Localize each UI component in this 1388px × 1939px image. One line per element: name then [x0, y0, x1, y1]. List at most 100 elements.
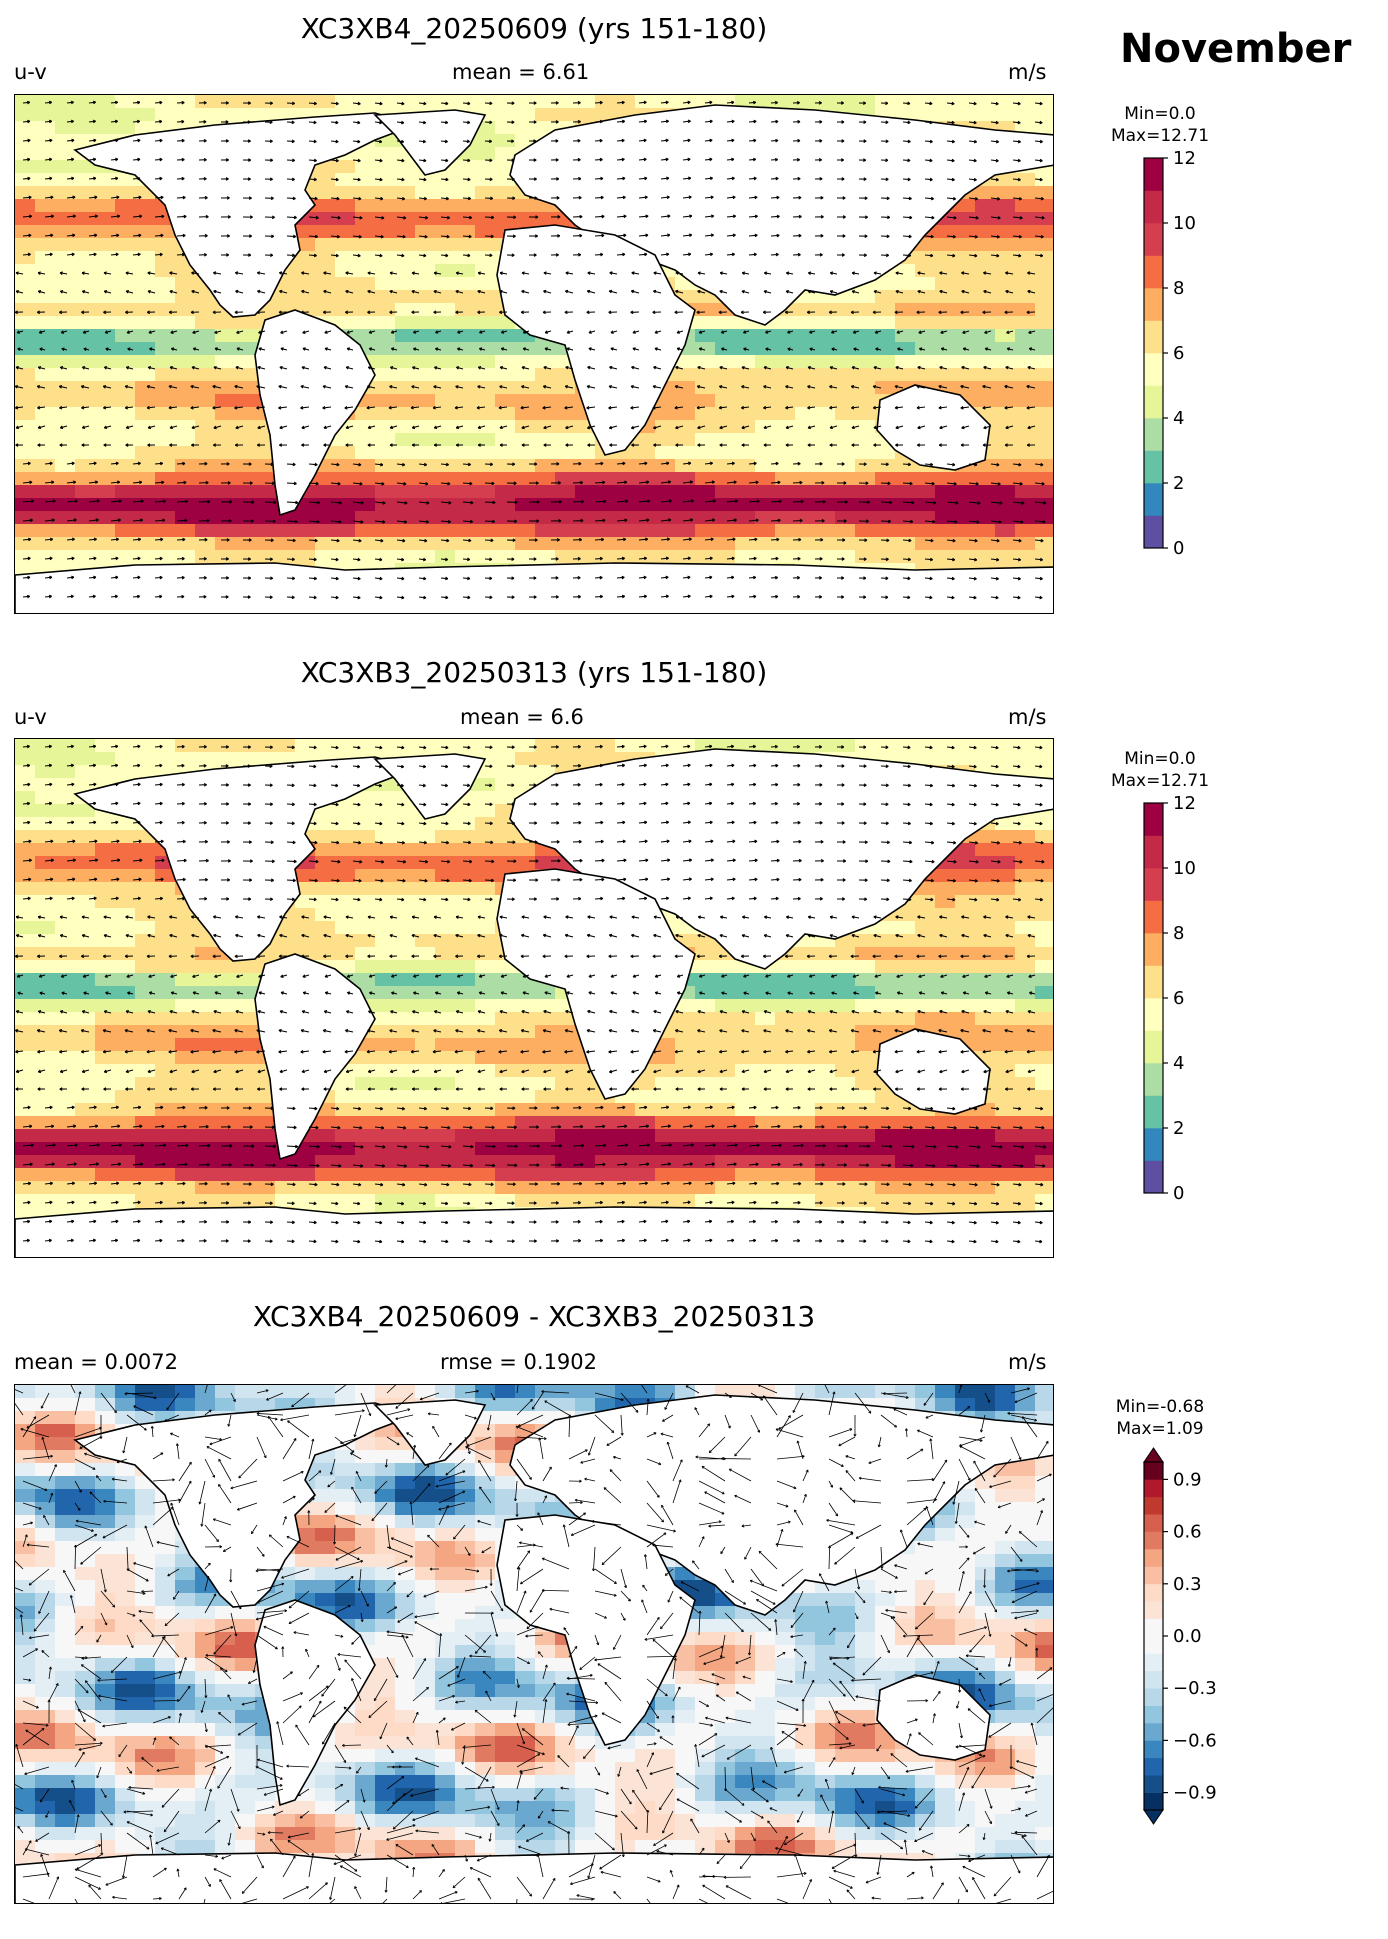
month-title: November	[1120, 26, 1352, 72]
colorbar-segment	[1144, 1775, 1163, 1793]
colorbar-segment	[1144, 1618, 1163, 1637]
colorbar-segment	[1144, 1462, 1163, 1480]
panel-1-left-label: u-v	[14, 60, 47, 84]
colorbar-segment	[1144, 1740, 1163, 1759]
coast-greenland	[373, 1399, 487, 1466]
colorbar-tick-label: 2	[1173, 473, 1184, 494]
colorbar-segment	[1144, 835, 1163, 869]
colorbar-tick-label: 0	[1173, 538, 1184, 559]
panel-1-mean-label: mean = 6.61	[452, 60, 590, 84]
colorbar-segment	[1144, 320, 1163, 354]
colorbar-tick-label: 2	[1173, 1118, 1184, 1139]
coast-north-america	[73, 1402, 418, 1608]
panel-3-max-label: Max=1.09	[1116, 1419, 1204, 1439]
colorbar-tick-label: 0.6	[1173, 1522, 1202, 1543]
colorbar-segment	[1144, 255, 1163, 289]
colorbar-segment	[1144, 1636, 1163, 1654]
panel-1-colorbar: 0 2 4 6 8 10 12	[1143, 150, 1196, 559]
colorbar-tick-label: −0.9	[1173, 1783, 1217, 1804]
colorbar-segment	[1144, 1095, 1163, 1129]
colorbar-min-arrow	[1143, 1809, 1164, 1825]
panel-3-mean-label: mean = 0.0072	[14, 1350, 178, 1374]
colorbar-segment	[1144, 933, 1163, 966]
colorbar-segment	[1144, 1496, 1163, 1515]
colorbar-segment	[1144, 1030, 1163, 1064]
colorbar-segment	[1144, 1583, 1163, 1602]
colorbar-tick-label: 8	[1173, 923, 1184, 944]
colorbar-tick-label: 0.3	[1173, 1574, 1202, 1595]
colorbar-segment	[1144, 1688, 1163, 1706]
land-masses	[15, 1394, 1053, 1903]
panel-2-left-label: u-v	[14, 705, 47, 729]
coast-south-america	[254, 1599, 376, 1807]
colorbar-tick-label: −0.6	[1173, 1730, 1217, 1751]
colorbar-tick-label: 10	[1173, 213, 1196, 234]
colorbar-tick-label: −0.3	[1173, 1678, 1217, 1699]
colorbar-segment	[1144, 158, 1163, 191]
panel-2-mean-label: mean = 6.6	[460, 705, 584, 729]
panel-3-rmse-label: rmse = 0.1902	[440, 1350, 598, 1374]
panel-2-map	[14, 738, 1054, 1258]
colorbar-segment	[1144, 1479, 1163, 1498]
colorbar-segment	[1144, 1549, 1163, 1567]
colorbar-segment	[1144, 1063, 1163, 1096]
coast-africa	[496, 1514, 696, 1746]
panel-3-min-label: Min=-0.68	[1115, 1397, 1205, 1417]
colorbar-segment	[1144, 1160, 1163, 1194]
colorbar-segment	[1144, 1566, 1163, 1585]
panel-1-map	[14, 94, 1054, 614]
colorbar-segment	[1144, 1705, 1163, 1724]
coast-australia	[876, 1028, 991, 1115]
colorbar-segment	[1144, 1128, 1163, 1161]
panel-1-title: XC3XB4_20250609 (yrs 151-180)	[300, 12, 768, 45]
colorbar-tick-label: 10	[1173, 858, 1196, 879]
wind-vectors	[15, 100, 1047, 600]
colorbar-segment	[1144, 965, 1163, 999]
panel-2-colorbar: 0 2 4 6 8 10 12	[1143, 795, 1196, 1204]
colorbar-segment	[1144, 483, 1163, 516]
panel-2-units-label: m/s	[1008, 705, 1047, 729]
colorbar-max-arrow	[1143, 1447, 1164, 1463]
panel-3-units-label: m/s	[1008, 1350, 1047, 1374]
colorbar-tick-label: 6	[1173, 988, 1184, 1009]
coast-north-america	[73, 756, 418, 962]
panel-2-min-label: Min=0.0	[1124, 749, 1196, 769]
colorbar-segment	[1144, 1531, 1163, 1550]
colorbar-segment	[1144, 190, 1163, 224]
panel-3-colorbar: −0.9 −0.6 −0.3 0.0 0.3 0.6 0.9	[1143, 1447, 1217, 1825]
coast-south-america	[254, 309, 376, 517]
colorbar-segment	[1144, 1601, 1163, 1619]
colorbar-segment	[1144, 1723, 1163, 1741]
colorbar-segment	[1144, 900, 1163, 934]
colorbar-segment	[1144, 1757, 1163, 1776]
colorbar-tick-label: 8	[1173, 278, 1184, 299]
colorbar-tick-label: 6	[1173, 343, 1184, 364]
colorbar-tick-label: 4	[1173, 1053, 1184, 1074]
colorbar-segment	[1144, 418, 1163, 451]
panel-2-title: XC3XB3_20250313 (yrs 151-180)	[300, 656, 768, 689]
panel-3-map	[14, 1384, 1054, 1904]
colorbar-segment	[1144, 998, 1163, 1031]
coast-antarctica	[15, 1852, 1053, 1903]
colorbar-tick-label: 4	[1173, 408, 1184, 429]
colorbar-tick-label: 0.0	[1173, 1626, 1202, 1647]
colorbar-tick-label: 0	[1173, 1183, 1184, 1204]
colorbar-tick-label: 0.9	[1173, 1469, 1202, 1490]
colorbar-segment	[1144, 1514, 1163, 1532]
colorbar-segment	[1144, 803, 1163, 836]
coast-north-america	[73, 112, 418, 318]
colorbar-segment	[1144, 515, 1163, 549]
coast-south-america	[254, 953, 376, 1161]
colorbar-segment	[1144, 288, 1163, 321]
panel-3-title: XC3XB4_20250609 - XC3XB3_20250313	[252, 1300, 816, 1333]
colorbar-segment	[1144, 385, 1163, 419]
coast-antarctica	[15, 1206, 1053, 1257]
colorbar-segment	[1144, 1653, 1163, 1672]
wind-vectors	[15, 744, 1047, 1244]
panel-1-min-label: Min=0.0	[1124, 104, 1196, 124]
colorbar-tick-label: 12	[1173, 795, 1196, 814]
colorbar-segment	[1144, 1670, 1163, 1689]
coast-australia	[876, 1674, 991, 1761]
colorbar-tick-label: 12	[1173, 150, 1196, 169]
wind-vectors	[15, 1385, 1053, 1903]
